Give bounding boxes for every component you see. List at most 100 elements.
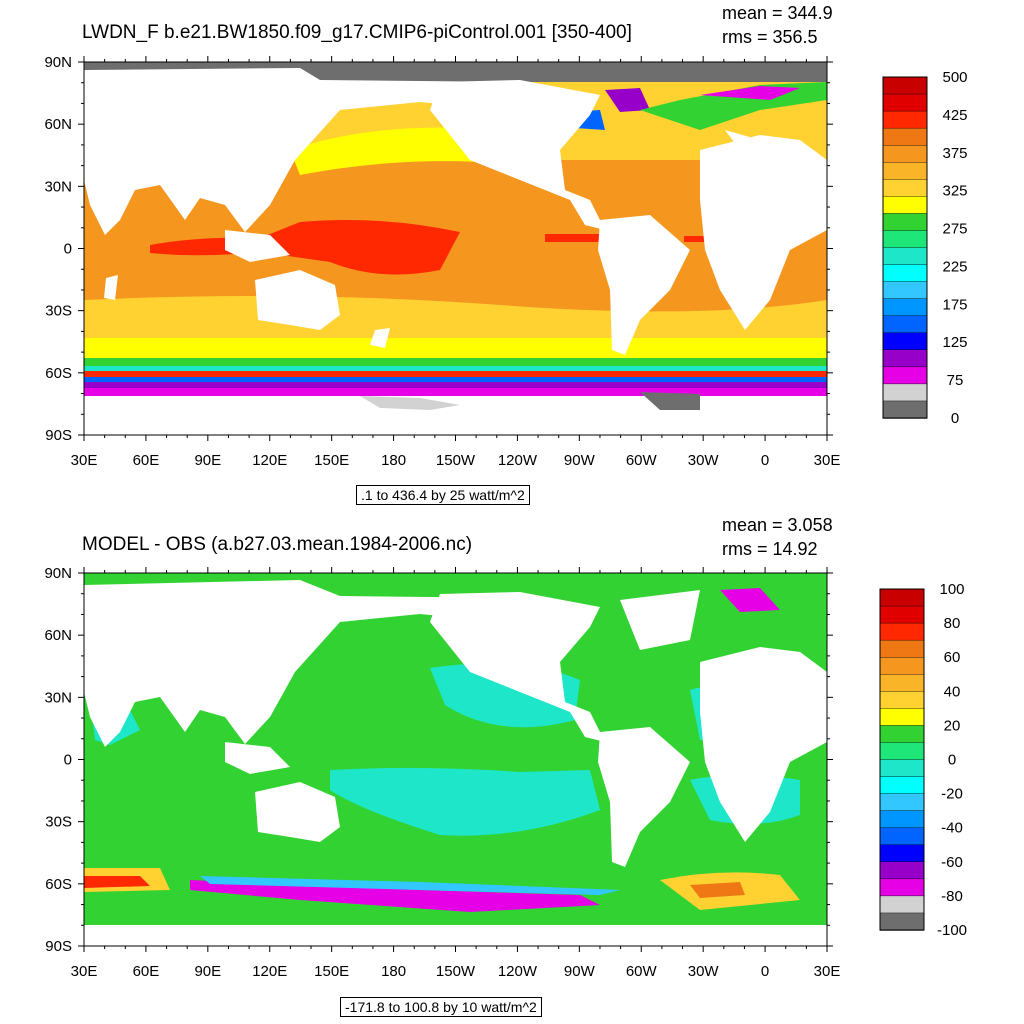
lon-tick-label: 120W: [498, 452, 538, 469]
colorbar-label: 40: [944, 683, 961, 700]
colorbar-box: [882, 349, 928, 368]
colorbar-box: [879, 674, 925, 692]
colorbar-label: -40: [941, 820, 963, 837]
lon-tick-label: 30E: [71, 452, 98, 469]
lat-tick-label: 60S: [45, 365, 72, 382]
colorbar-box: [879, 588, 925, 607]
lon-tick-label: 90E: [194, 452, 221, 469]
colorbar-label: 60: [944, 649, 961, 666]
lon-tick-label: 180: [381, 452, 406, 469]
panel2-title: MODEL - OBS (a.b27.03.mean.1984-2006.nc): [82, 534, 473, 555]
panel1-rms: rms = 356.5: [722, 27, 818, 47]
lon-tick-label: 150E: [314, 452, 349, 469]
panel1-mean: mean = 344.9: [722, 3, 833, 23]
lon-tick-label: 90E: [194, 963, 221, 980]
colorbar-box: [879, 844, 925, 863]
colorbar-box: [882, 76, 928, 95]
colorbar-label: 500: [942, 69, 967, 86]
lon-tick-label: 0: [761, 452, 769, 469]
colorbar-label: 0: [951, 410, 959, 427]
lon-tick-label: 60E: [133, 452, 160, 469]
lon-tick-label: 150W: [436, 452, 476, 469]
colorbar-box: [879, 708, 925, 727]
lon-tick-label: 30E: [814, 452, 841, 469]
colorbar-box: [882, 400, 928, 419]
colorbar-box: [879, 776, 925, 795]
panel1-colorbar: 500 425 375 325 275 225 175 125 75 0: [882, 69, 968, 427]
colorbar-box: [879, 639, 925, 658]
lat-tick-label: 30S: [45, 303, 72, 320]
lat-tick-label: 90S: [45, 427, 72, 444]
colorbar-box: [882, 315, 928, 334]
colorbar-box: [882, 93, 928, 112]
colorbar-label: -60: [941, 854, 963, 871]
colorbar-label: 325: [942, 183, 967, 200]
colorbar-label: 75: [947, 372, 964, 389]
colorbar-box: [879, 912, 925, 931]
lat-tick-label: 30S: [45, 814, 72, 831]
colorbar-frame: [879, 588, 925, 931]
lon-tick-label: 60W: [626, 452, 658, 469]
lon-tick-label: 30W: [688, 452, 720, 469]
panel2-mean: mean = 3.058: [722, 515, 833, 535]
colorbar-label: 20: [944, 717, 961, 734]
colorbar-box: [879, 657, 925, 675]
colorbar-label: 125: [942, 334, 967, 351]
colorbar-label: 425: [942, 107, 967, 124]
lon-tick-label: 180: [381, 963, 406, 980]
lon-tick-label: 30E: [814, 963, 841, 980]
lat-tick-label: 30N: [44, 689, 72, 706]
panel1-axes: 90N 60N 30N 0 30S 60S 90S 30E 60E 90E 120E 150E 180 1…: [44, 54, 840, 469]
panel2-colorbar: 100 80 60 40 20 0 -20 -40 -60 -80 -100: [879, 581, 967, 939]
panel1-range-label: .1 to 436.4 by 25 watt/m^2: [356, 485, 530, 505]
lon-tick-label: 120E: [252, 452, 287, 469]
colorbar-box: [882, 196, 928, 215]
lat-tick-label: 30N: [44, 178, 72, 195]
colorbar-box: [879, 861, 925, 880]
colorbar-box: [882, 281, 928, 300]
lat-tick-label: 90S: [45, 938, 72, 955]
lat-tick-label: 60N: [44, 627, 72, 644]
colorbar-label: 175: [942, 296, 967, 313]
colorbar-box: [879, 827, 925, 846]
lon-tick-label: 90W: [564, 963, 596, 980]
colorbar-box: [879, 878, 925, 897]
lat-tick-label: 0: [64, 752, 72, 769]
colorbar-label: -20: [941, 786, 963, 803]
colorbar-label: 225: [942, 258, 967, 275]
colorbar-box: [882, 213, 928, 232]
colorbar-box: [882, 383, 928, 402]
lon-tick-label: 120W: [498, 963, 538, 980]
colorbar-label: 375: [942, 145, 967, 162]
colorbar-box: [882, 230, 928, 249]
colorbar-box: [882, 110, 928, 129]
colorbar-box: [879, 605, 925, 624]
panel1-map: [84, 62, 827, 435]
colorbar-box: [879, 691, 925, 710]
lat-tick-label: 90N: [44, 54, 72, 71]
colorbar-box: [882, 298, 928, 317]
lon-tick-label: 90W: [564, 452, 596, 469]
lon-tick-label: 60E: [133, 963, 160, 980]
colorbar-box: [882, 366, 928, 385]
colorbar-box: [879, 742, 925, 761]
colorbar-label: 275: [942, 221, 967, 238]
colorbar-box: [882, 179, 928, 198]
lon-tick-label: 150W: [436, 963, 476, 980]
panel2-map: [84, 573, 827, 946]
colorbar-box: [882, 144, 928, 163]
colorbar-frame: [882, 76, 928, 419]
colorbar-box: [882, 162, 928, 180]
colorbar-label: 0: [948, 752, 956, 769]
colorbar-label: -80: [941, 888, 963, 905]
lon-tick-label: 30E: [71, 963, 98, 980]
lon-tick-label: 30W: [688, 963, 720, 980]
colorbar-box: [879, 725, 925, 744]
colorbar-box: [879, 793, 925, 812]
colorbar-box: [879, 810, 925, 829]
colorbar-label: 80: [944, 615, 961, 632]
lat-tick-label: 0: [64, 241, 72, 258]
colorbar-box: [882, 332, 928, 351]
lon-tick-label: 150E: [314, 963, 349, 980]
